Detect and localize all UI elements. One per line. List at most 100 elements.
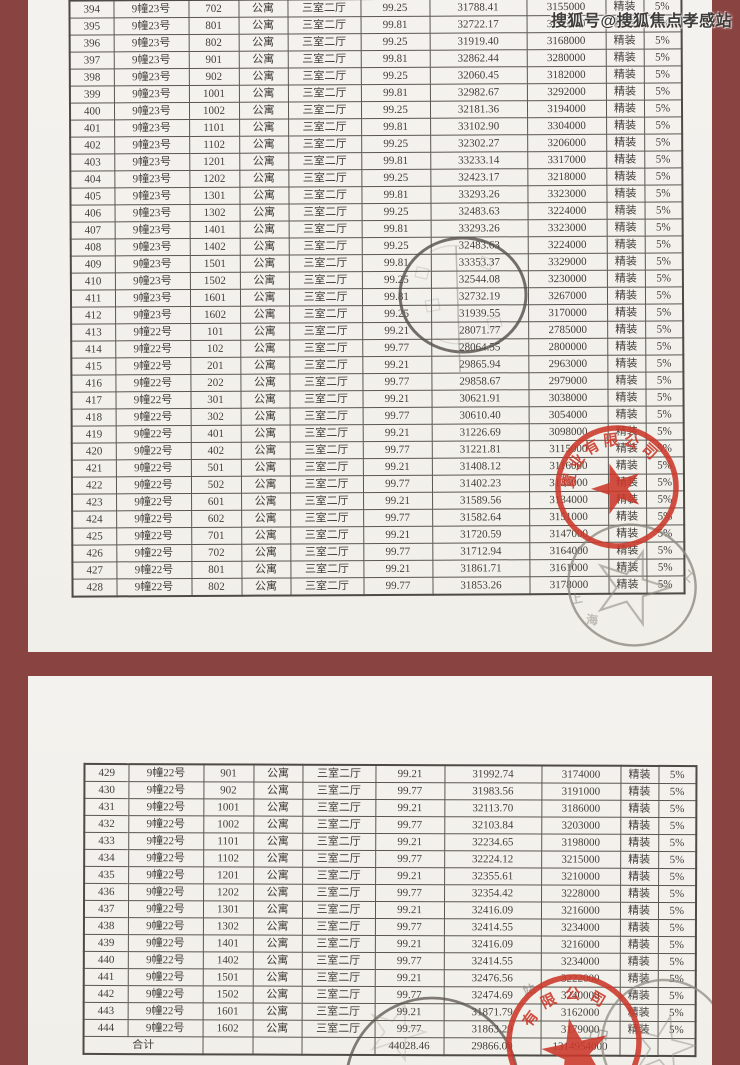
table-cell: 公寓 <box>239 135 289 154</box>
table-cell: 99.77 <box>375 884 445 902</box>
table-cell: 三室二厅 <box>288 118 362 136</box>
table-cell: 3224000 <box>527 202 607 220</box>
table-cell: 5% <box>643 82 682 101</box>
table-cell: 公寓 <box>252 1020 302 1038</box>
table-cell: 5% <box>657 1004 696 1022</box>
table-cell: 99.21 <box>375 799 445 817</box>
table-cell: 3170000 <box>528 304 608 322</box>
table-cell: 9幢23号 <box>114 289 191 307</box>
table-cell: 5% <box>646 507 685 526</box>
table-cell: 423 <box>72 493 117 512</box>
table-cell: 三室二厅 <box>289 322 363 340</box>
table-cell: 公寓 <box>252 1003 302 1021</box>
table-cell: 99.25 <box>361 135 431 153</box>
table-cell: 99.21 <box>362 390 432 408</box>
table-cell: 9幢23号 <box>114 119 190 137</box>
table-cell: 99.81 <box>361 186 431 204</box>
table-cell: 三室二厅 <box>288 186 362 204</box>
table-cell: 32416.09 <box>443 901 542 920</box>
table-cell: 399 <box>69 85 114 104</box>
table-cell: 精装 <box>605 66 644 84</box>
table-cell: 精装 <box>607 423 646 441</box>
table-cell: 1402 <box>189 238 240 256</box>
table-cell: 5% <box>644 184 683 203</box>
table-cell <box>252 1037 302 1055</box>
table-cell: 32224.12 <box>444 850 542 869</box>
table-cell: 3228000 <box>541 885 621 903</box>
table-cell: 精装 <box>620 885 659 903</box>
table-cell: 3038000 <box>528 389 608 407</box>
table-cell: 三室二厅 <box>302 884 376 902</box>
table-cell: 5% <box>646 524 685 543</box>
table-cell: 29858.67 <box>431 372 529 391</box>
table-cell: 精装 <box>607 474 647 492</box>
table-cell: 三室二厅 <box>289 458 363 476</box>
table-cell: 3182000 <box>526 66 606 84</box>
table-cell: 三室二厅 <box>288 288 363 306</box>
table-cell: 三室二厅 <box>301 969 375 987</box>
table-cell: 1401 <box>189 221 240 239</box>
table-cell: 5% <box>646 490 685 509</box>
table-cell: 99.21 <box>374 1003 444 1021</box>
table-cell: 公寓 <box>240 390 290 409</box>
table-cell: 3054000 <box>528 406 608 424</box>
table-cell: 公寓 <box>241 492 291 511</box>
table-cell: 9幢22号 <box>115 340 191 358</box>
table-cell: 9幢22号 <box>127 917 203 935</box>
table-cell: 201 <box>190 357 241 375</box>
total-row: 合计 44028.46 29866.00 1314954000 <box>83 1036 696 1057</box>
table-cell: 精装 <box>608 542 647 560</box>
table-cell: 公寓 <box>253 867 303 885</box>
table-cell: 9幢22号 <box>128 764 204 782</box>
table-cell: 公寓 <box>240 475 291 494</box>
table-cell: 9幢22号 <box>127 934 203 952</box>
table-cell: 5% <box>646 558 685 577</box>
table-cell: 9幢22号 <box>127 968 203 986</box>
table-cell: 1302 <box>202 917 253 936</box>
table-cell: 32483.63 <box>430 202 528 221</box>
table-cell: 公寓 <box>238 50 288 69</box>
table-cell: 3210000 <box>541 868 621 886</box>
table-cell: 32483.63 <box>430 236 528 255</box>
table-cell: 5% <box>658 783 697 801</box>
table-cell: 99.77 <box>375 782 445 800</box>
table-cell: 三室二厅 <box>288 220 362 238</box>
table-cell: 9幢23号 <box>114 238 190 256</box>
table-cell: 精装 <box>606 151 645 169</box>
table-cell: 502 <box>190 476 242 494</box>
table-cell: 32302.27 <box>430 134 528 153</box>
table-cell: 三室二厅 <box>287 33 361 51</box>
table-cell: 99.25 <box>360 33 430 51</box>
table-cell: 31983.56 <box>444 782 542 801</box>
total-unit-price: 29866.00 <box>443 1037 541 1056</box>
table-cell: 三室二厅 <box>287 50 361 68</box>
table-cell: 精装 <box>607 338 646 356</box>
table-cell: 5% <box>644 286 684 305</box>
table-cell: 9幢23号 <box>114 153 190 171</box>
table-cell: 3168000 <box>526 32 606 50</box>
table-cell: 5% <box>645 422 684 441</box>
table-cell: 3179000 <box>540 1021 620 1039</box>
table-cell: 5% <box>644 201 683 220</box>
table-cell: 公寓 <box>238 16 288 35</box>
table-cell: 公寓 <box>240 441 290 460</box>
table-cell: 3323000 <box>527 185 607 203</box>
table-cell: 1302 <box>189 204 240 222</box>
table-cell: 31720.59 <box>432 525 530 544</box>
table-cell: 公寓 <box>239 271 289 290</box>
table-cell: 28071.77 <box>431 321 529 340</box>
table-cell: 501 <box>190 459 241 477</box>
table-cell: 9幢22号 <box>115 374 191 392</box>
table-cell: 99.77 <box>375 850 445 868</box>
table-cell: 99.77 <box>363 509 433 527</box>
table-cell: 三室二厅 <box>302 833 376 851</box>
table-cell: 公寓 <box>238 33 288 52</box>
table-cell: 9幢22号 <box>127 1019 203 1037</box>
table-cell: 901 <box>203 764 254 783</box>
table-cell: 99.81 <box>361 254 431 272</box>
table-cell: 三室二厅 <box>290 526 364 544</box>
table-cell: 1601 <box>189 289 241 307</box>
table-cell: 精装 <box>607 321 646 339</box>
table-cell: 精装 <box>608 559 647 577</box>
table-cell: 431 <box>84 798 129 816</box>
